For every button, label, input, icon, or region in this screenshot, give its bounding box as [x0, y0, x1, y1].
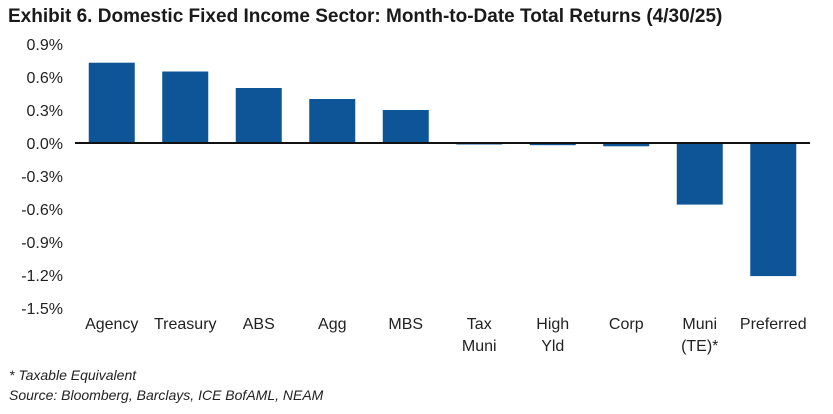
bar-agg [309, 99, 356, 143]
bar-agency [88, 62, 135, 144]
bar-high-yld [529, 143, 576, 146]
y-axis: 0.9% 0.6% 0.3% 0.0% -0.3% -0.6% -0.9% -1.2% -1.5… [21, 37, 63, 318]
bar-treasury [162, 71, 209, 143]
x-tick-label: Muni [462, 338, 497, 355]
y-tick-label: -1.5% [21, 301, 63, 318]
y-tick-label: -0.3% [21, 169, 63, 186]
y-tick-label: -0.9% [21, 235, 63, 252]
footnote-taxable-equivalent: * Taxable Equivalent [9, 367, 137, 383]
x-tick-label: Corp [609, 316, 644, 333]
y-tick-label: 0.9% [27, 37, 63, 54]
y-tick-label: -1.2% [21, 268, 63, 285]
x-tick-label: Agency [85, 316, 138, 333]
x-tick-label: ABS [243, 316, 275, 333]
bar-muni-te [676, 143, 723, 205]
x-tick-label: High [536, 316, 569, 333]
x-tick-label: Treasury [154, 316, 217, 333]
y-tick-label: -0.6% [21, 202, 63, 219]
x-tick-label: Agg [318, 316, 346, 333]
x-axis: Agency Treasury ABS Agg MBS Tax Muni High Yld Cor… [85, 316, 807, 355]
x-tick-label: Muni [682, 316, 717, 333]
x-tick-label: (TE)* [681, 338, 718, 355]
y-tick-label: 0.3% [27, 103, 63, 120]
bars [75, 62, 810, 277]
source-note: Source: Bloomberg, Barclays, ICE BofAML,… [9, 387, 324, 403]
bar-preferred [750, 143, 797, 277]
x-tick-label: Yld [541, 338, 564, 355]
chart-title: Exhibit 6. Domestic Fixed Income Sector:… [8, 6, 723, 27]
bar-mbs [382, 110, 429, 143]
bar-corp [603, 143, 650, 147]
y-tick-label: 0.6% [27, 70, 63, 87]
x-tick-label: Tax [467, 316, 492, 333]
x-tick-label: Preferred [740, 316, 807, 333]
bar-abs [235, 88, 282, 143]
y-tick-label: 0.0% [27, 136, 63, 153]
x-tick-label: MBS [388, 316, 423, 333]
